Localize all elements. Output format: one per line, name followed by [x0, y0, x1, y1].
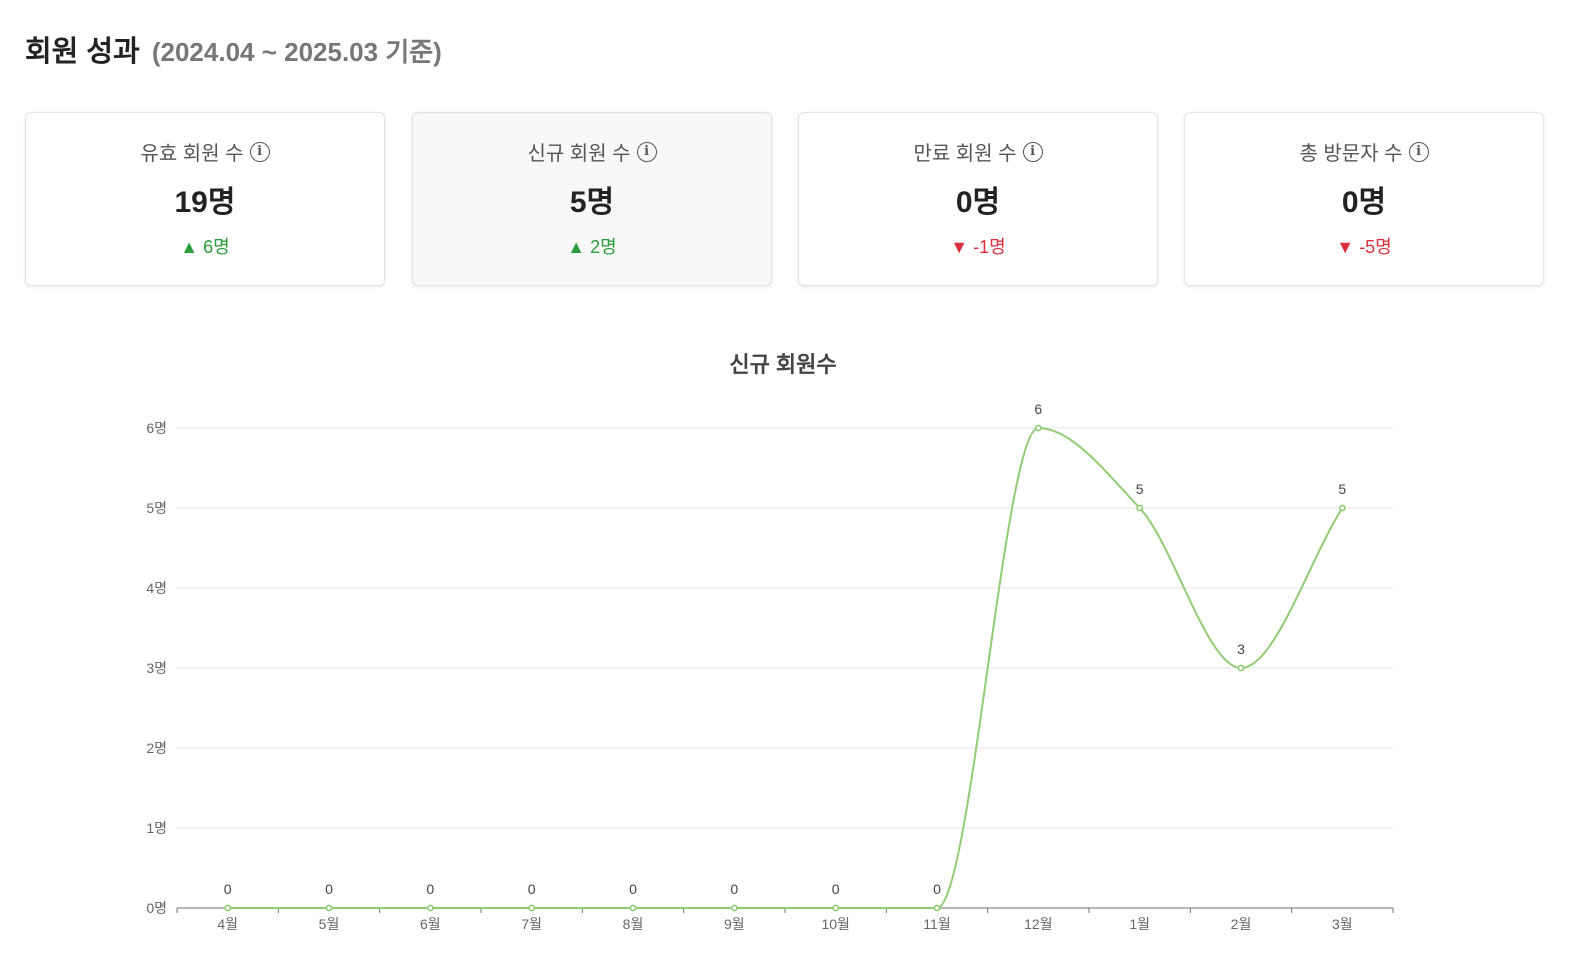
y-tick-label: 3명 — [146, 660, 167, 676]
data-point — [1338, 504, 1346, 512]
x-tick-label: 6월 — [420, 916, 441, 932]
new-members-chart: 신규 회원수 0명 1명 2명 3명 4명 5명 6명 4월 5월 6월 7월 8월 9월 10월 11월 12… — [146, 352, 1394, 932]
data-label: 0 — [730, 881, 738, 897]
x-tick-label: 1월 — [1129, 916, 1150, 932]
y-tick-label: 2명 — [146, 740, 167, 756]
data-point — [629, 904, 637, 912]
card-delta: ▼ -1명 — [799, 235, 1157, 259]
data-label: 0 — [325, 881, 333, 897]
x-tick-label: 4월 — [217, 916, 238, 932]
card-total-visitors[interactable]: 총 방문자 수 i 0명 ▼ -5명 — [1184, 112, 1544, 286]
info-icon[interactable]: i — [1022, 142, 1043, 162]
data-label: 5 — [1338, 481, 1346, 497]
data-label: 3 — [1237, 641, 1245, 657]
delta-value: 6명 — [203, 237, 230, 257]
x-tick-label: 3월 — [1332, 916, 1353, 932]
chart-title: 신규 회원수 — [729, 352, 836, 377]
card-value: 5명 — [569, 186, 615, 219]
card-expired-members[interactable]: 만료 회원 수 i 0명 ▼ -1명 — [798, 112, 1158, 286]
y-tick-label: 1명 — [146, 820, 167, 836]
delta-value: -1명 — [973, 237, 1006, 257]
info-icon[interactable]: i — [1408, 142, 1429, 162]
x-tick-label: 12월 — [1024, 916, 1052, 932]
data-label: 6 — [1034, 401, 1042, 417]
x-tick-label: 2월 — [1231, 916, 1252, 932]
down-arrow-icon: ▼ — [950, 237, 969, 257]
x-tick-label: 11월 — [923, 916, 950, 932]
data-point — [1034, 424, 1042, 432]
data-point — [224, 904, 232, 912]
y-tick-label: 4명 — [146, 580, 167, 596]
down-arrow-icon: ▼ — [1336, 237, 1355, 257]
delta-value: -5명 — [1359, 237, 1392, 257]
data-label: 5 — [1136, 481, 1144, 497]
y-tick-label: 5명 — [146, 500, 167, 516]
page-title: 회원 성과 (2024.04 ~ 2025.03 기준) — [25, 30, 442, 74]
card-delta: ▲ 6명 — [26, 235, 384, 259]
delta-value: 2명 — [590, 237, 617, 257]
data-label: 0 — [933, 881, 941, 897]
card-label: 총 방문자 수 — [1299, 143, 1403, 165]
up-arrow-icon: ▲ — [180, 237, 199, 257]
card-active-members[interactable]: 유효 회원 수 i 19명 ▲ 6명 — [25, 112, 385, 286]
page-title-text: 회원 성과 — [25, 36, 140, 68]
x-tick-label: 10월 — [821, 916, 849, 932]
card-label: 유효 회원 수 — [140, 143, 244, 165]
data-point — [426, 904, 434, 912]
card-value: 19명 — [174, 186, 236, 219]
y-tick-label: 6명 — [146, 420, 167, 436]
page-period: (2024.04 ~ 2025.03 기준) — [151, 37, 442, 67]
y-tick-label: 0명 — [146, 900, 167, 916]
series-line — [227, 426, 1344, 909]
info-icon[interactable]: i — [249, 142, 270, 162]
card-new-members[interactable]: 신규 회원 수 i 5명 ▲ 2명 — [412, 112, 772, 286]
card-delta: ▼ -5명 — [1185, 235, 1543, 259]
data-label: 0 — [832, 881, 840, 897]
data-label: 0 — [629, 881, 637, 897]
data-label: 0 — [426, 881, 434, 897]
info-icon[interactable]: i — [636, 142, 657, 162]
metric-cards: 유효 회원 수 i 19명 ▲ 6명 신규 회원 수 i 5명 ▲ 2명 만료 … — [25, 112, 1545, 286]
up-arrow-icon: ▲ — [567, 237, 586, 257]
data-label: 0 — [224, 881, 232, 897]
data-point — [832, 904, 840, 912]
card-value: 0명 — [955, 186, 1001, 219]
x-tick-label: 7월 — [521, 916, 542, 932]
data-point — [730, 904, 738, 912]
card-label: 만료 회원 수 — [913, 143, 1017, 165]
data-point — [933, 904, 941, 912]
card-label: 신규 회원 수 — [527, 143, 631, 165]
x-tick-label: 9월 — [724, 916, 745, 932]
x-tick-label: 5월 — [319, 916, 340, 932]
card-delta: ▲ 2명 — [413, 235, 771, 259]
card-value: 0명 — [1341, 186, 1387, 219]
chart-container: 신규 회원수 0명 1명 2명 3명 4명 5명 6명 4월 5월 6월 7월 8월 9월 10월 11월 12… — [0, 330, 1574, 960]
data-point — [1237, 664, 1245, 672]
data-point — [528, 904, 536, 912]
data-point — [1136, 504, 1144, 512]
data-point — [325, 904, 333, 912]
data-label: 0 — [528, 881, 536, 897]
x-tick-label: 8월 — [623, 916, 644, 932]
